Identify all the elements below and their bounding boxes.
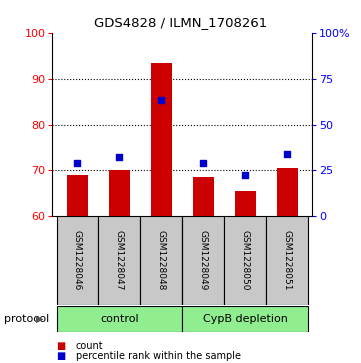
Bar — [99, 216, 140, 305]
Text: ▶: ▶ — [36, 314, 44, 324]
Bar — [182, 306, 308, 332]
Text: GSM1228051: GSM1228051 — [283, 230, 292, 291]
Bar — [109, 170, 130, 216]
Bar — [67, 175, 88, 216]
Text: protocol: protocol — [4, 314, 49, 324]
Point — [242, 172, 248, 178]
Text: GSM1228049: GSM1228049 — [199, 230, 208, 291]
Bar — [140, 216, 182, 305]
Point — [200, 160, 206, 166]
Text: GSM1228047: GSM1228047 — [115, 230, 124, 291]
Point — [75, 160, 81, 166]
Text: GDS4828 / ILMN_1708261: GDS4828 / ILMN_1708261 — [94, 16, 267, 29]
Point — [158, 97, 164, 102]
Text: control: control — [100, 314, 139, 324]
Bar — [224, 216, 266, 305]
Bar — [193, 177, 214, 216]
Bar — [182, 216, 224, 305]
Bar — [235, 191, 256, 216]
Point — [284, 151, 290, 157]
Text: ■: ■ — [56, 340, 65, 351]
Text: GSM1228050: GSM1228050 — [241, 230, 250, 291]
Bar — [57, 216, 99, 305]
Text: CypB depletion: CypB depletion — [203, 314, 288, 324]
Bar — [266, 216, 308, 305]
Text: GSM1228048: GSM1228048 — [157, 230, 166, 291]
Text: count: count — [76, 340, 104, 351]
Text: percentile rank within the sample: percentile rank within the sample — [76, 351, 241, 362]
Point — [117, 154, 122, 160]
Bar — [57, 306, 182, 332]
Bar — [277, 168, 297, 216]
Text: GSM1228046: GSM1228046 — [73, 230, 82, 291]
Bar — [151, 63, 172, 216]
Text: ■: ■ — [56, 351, 65, 362]
